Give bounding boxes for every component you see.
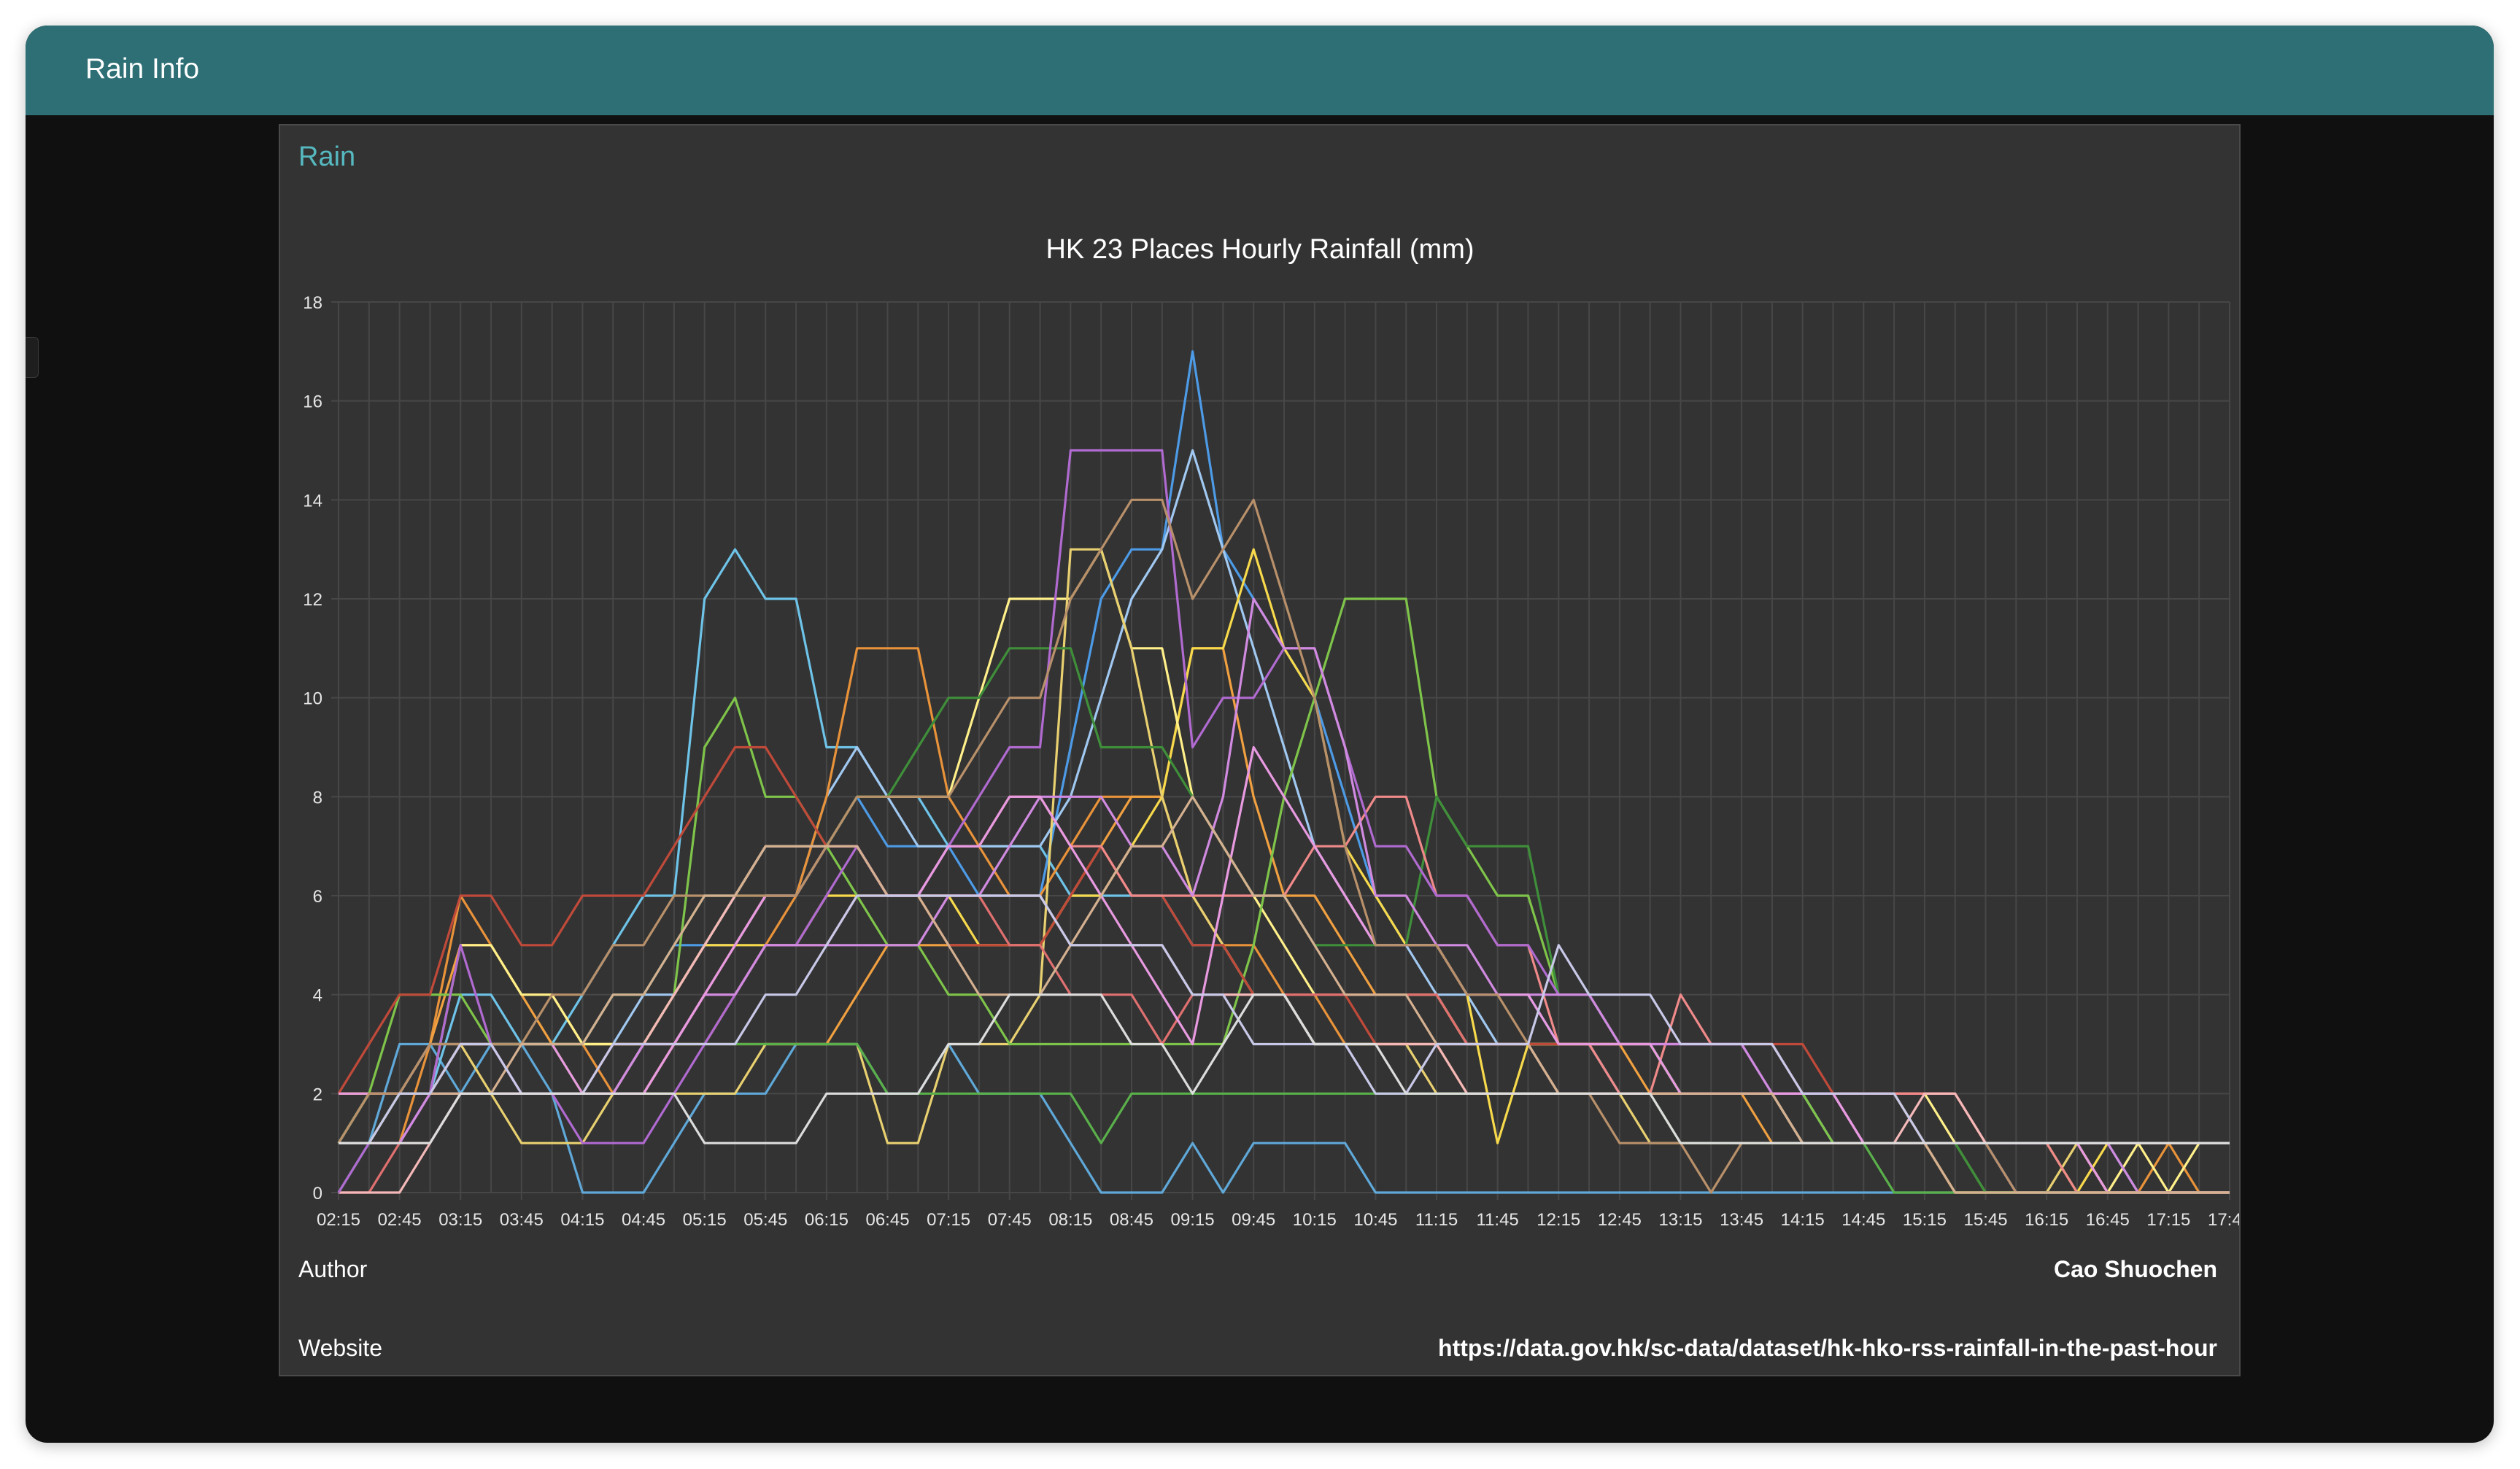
x-tick-label: 10:15 — [1293, 1210, 1337, 1230]
author-label: Author — [298, 1256, 368, 1282]
chart-title: HK 23 Places Hourly Rainfall (mm) — [1046, 234, 1474, 265]
title-bar: Rain Info — [26, 26, 2494, 115]
x-tick-label: 15:15 — [1903, 1210, 1947, 1230]
x-tick-label: 03:15 — [438, 1210, 482, 1230]
x-tick-label: 03:45 — [500, 1210, 544, 1230]
x-tick-label: 07:45 — [988, 1210, 1032, 1230]
x-tick-label: 02:45 — [378, 1210, 422, 1230]
x-tick-label: 04:15 — [560, 1210, 604, 1230]
series-line-23[interactable] — [339, 993, 2230, 1144]
x-tick-label: 13:45 — [1720, 1210, 1763, 1230]
y-tick-label: 12 — [303, 590, 322, 610]
x-tick-label: 07:15 — [927, 1210, 970, 1230]
x-tick-label: 08:45 — [1110, 1210, 1153, 1230]
y-tick-label: 2 — [313, 1085, 322, 1104]
x-tick-label: 17:15 — [2146, 1210, 2190, 1230]
x-tick-label: 06:45 — [865, 1210, 909, 1230]
x-tick-label: 17:45 — [2208, 1210, 2239, 1230]
y-tick-label: 16 — [303, 392, 322, 412]
x-tick-label: 13:15 — [1658, 1210, 1702, 1230]
y-tick-label: 6 — [313, 887, 322, 907]
y-tick-label: 0 — [313, 1184, 322, 1204]
x-tick-label: 04:45 — [622, 1210, 665, 1230]
x-tick-label: 15:45 — [1964, 1210, 2008, 1230]
y-tick-label: 14 — [303, 491, 322, 511]
rain-card: Rain HK 23 Places Hourly Rainfall (mm) 0… — [279, 124, 2241, 1376]
x-tick-label: 09:45 — [1232, 1210, 1275, 1230]
sidebar-toggle-handle[interactable] — [26, 337, 39, 378]
series-lines — [337, 350, 2230, 1194]
x-tick-label: 11:45 — [1477, 1210, 1519, 1230]
x-axis: 02:15 02:45 03:15 03:45 04:15 04:45 05:15 05:45… — [317, 1210, 2239, 1230]
x-tick-label: 14:45 — [1841, 1210, 1885, 1230]
rainfall-line-chart: HK 23 Places Hourly Rainfall (mm) 0 2 4 6 8 1… — [303, 234, 2239, 1230]
x-tick-label: 10:45 — [1353, 1210, 1397, 1230]
x-tick-label: 06:15 — [805, 1210, 849, 1230]
app-title: Rain Info — [85, 53, 200, 85]
author-value: Cao Shuochen — [2053, 1256, 2217, 1282]
website-label: Website — [298, 1335, 383, 1361]
series-line-22[interactable] — [339, 894, 2230, 1144]
x-tick-label: 08:15 — [1048, 1210, 1092, 1230]
chart-grid — [331, 301, 2230, 1200]
y-tick-label: 4 — [313, 986, 322, 1006]
x-tick-label: 09:15 — [1171, 1210, 1215, 1230]
x-tick-label: 16:15 — [2025, 1210, 2068, 1230]
x-tick-label: 11:15 — [1415, 1210, 1458, 1230]
x-tick-label: 12:15 — [1537, 1210, 1580, 1230]
y-axis: 0 2 4 6 8 10 12 14 16 18 — [303, 293, 322, 1204]
x-tick-label: 16:45 — [2086, 1210, 2130, 1230]
x-tick-label: 12:45 — [1598, 1210, 1642, 1230]
y-tick-label: 8 — [313, 788, 322, 807]
app-window: Rain Info Rain HK 23 Places Hourly Rainf… — [26, 26, 2494, 1443]
website-link[interactable]: https://data.gov.hk/sc-data/dataset/hk-h… — [1438, 1335, 2217, 1361]
x-tick-label: 14:15 — [1781, 1210, 1825, 1230]
card-title: Rain — [298, 142, 356, 172]
y-tick-label: 10 — [303, 689, 322, 709]
x-tick-label: 05:15 — [683, 1210, 727, 1230]
y-tick-label: 18 — [303, 293, 322, 313]
x-tick-label: 02:15 — [317, 1210, 360, 1230]
x-tick-label: 05:45 — [743, 1210, 787, 1230]
